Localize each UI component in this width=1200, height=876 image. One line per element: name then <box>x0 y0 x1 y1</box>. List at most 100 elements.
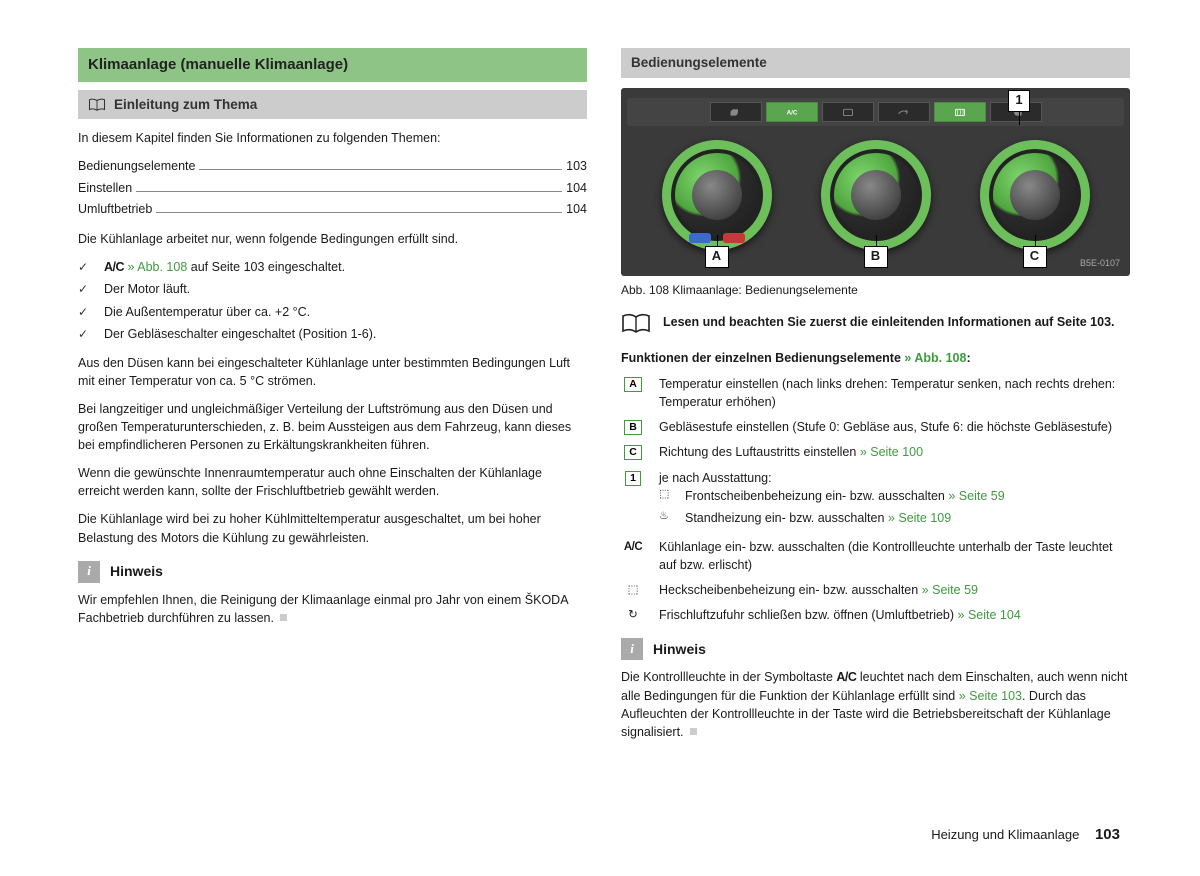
section-title: Klimaanlage (manuelle Klimaanlage) <box>78 48 587 82</box>
book-icon <box>88 98 106 112</box>
note-heading: i Hinweis <box>78 561 587 583</box>
airflow-dial <box>980 140 1090 250</box>
callout-label-top: 1 <box>1008 90 1030 112</box>
recirculate-icon: ↻ <box>621 606 645 624</box>
function-text: Kühlanlage ein- bzw. ausschalten (die Ko… <box>659 538 1130 574</box>
condition-text: A/C » Abb. 108 auf Seite 103 eingeschalt… <box>104 258 345 276</box>
defrost-front-icon <box>822 102 874 122</box>
toc-leader <box>136 191 562 192</box>
function-text: Heckscheibenbeheizung ein- bzw. ausschal… <box>659 581 978 599</box>
conditions-list: ✓ A/C » Abb. 108 auf Seite 103 eingeschal… <box>78 258 587 344</box>
end-marker-icon <box>690 728 697 735</box>
left-column: Klimaanlage (manuelle Klimaanlage) Einle… <box>78 48 587 751</box>
function-text: Frischluftzufuhr schließen bzw. öffnen (… <box>659 606 1021 624</box>
paragraph: Bei langzeitiger und ungleichmäßiger Ver… <box>78 400 587 454</box>
condition-text: Der Gebläseschalter eingeschaltet (Posit… <box>104 325 376 343</box>
intro-header-text: Einleitung zum Thema <box>114 95 257 115</box>
callouts-bottom: A B C <box>627 246 1124 268</box>
note-title: Hinweis <box>110 561 163 581</box>
toc-row: Bedienungselemente103 <box>78 157 587 175</box>
ref-link: » Seite 59 <box>945 489 1005 503</box>
svg-text:A/C: A/C <box>786 109 797 116</box>
check-icon: ✓ <box>78 258 92 276</box>
note-body: Die Kontrollleuchte in der Symboltaste A… <box>621 668 1130 741</box>
intro-header: Einleitung zum Thema <box>78 90 587 120</box>
toc-row: Einstellen104 <box>78 179 587 197</box>
condition-item: ✓ A/C » Abb. 108 auf Seite 103 eingeschal… <box>78 258 587 276</box>
ac-symbol: A/C <box>836 670 856 684</box>
symbol-c: C <box>621 443 645 461</box>
two-column-layout: Klimaanlage (manuelle Klimaanlage) Einle… <box>78 48 1130 751</box>
ref-link: » Seite 103 <box>959 689 1022 703</box>
symbol-a: A <box>621 375 645 393</box>
function-text: je nach Ausstattung: ⬚Frontscheibenbehei… <box>659 469 1005 531</box>
callout-label-a: A <box>705 246 729 268</box>
ac-symbol: A/C <box>104 260 124 274</box>
ac-button-icon: A/C <box>766 102 818 122</box>
symbol-1: 1 <box>621 469 645 487</box>
subsection-title: Bedienungselemente <box>621 48 1130 78</box>
callout-label-c: C <box>1023 246 1047 268</box>
function-row: C Richtung des Luftaustritts einstellen »… <box>621 443 1130 461</box>
fan-dial <box>821 140 931 250</box>
condition-text: Die Außentemperatur über ca. +2 °C. <box>104 303 310 321</box>
right-column: Bedienungselemente 1 A/C A <box>621 48 1130 751</box>
figure-caption: Abb. 108 Klimaanlage: Bedienungselemente <box>621 282 1130 299</box>
toc-label: Bedienungselemente <box>78 157 195 175</box>
ref-link: » Seite 104 <box>954 608 1021 622</box>
page-footer: Heizung und Klimaanlage 103 <box>931 824 1120 846</box>
read-first-note: Lesen und beachten Sie zuerst die einlei… <box>621 313 1130 335</box>
condition-item: ✓ Die Außentemperatur über ca. +2 °C. <box>78 303 587 321</box>
toc-page: 104 <box>566 200 587 218</box>
read-first-text: Lesen und beachten Sie zuerst die einlei… <box>663 313 1115 331</box>
note-title: Hinweis <box>653 639 706 659</box>
paragraph: Wenn die gewünschte Innenraumtemperatur … <box>78 464 587 500</box>
function-text: Temperatur einstellen (nach links drehen… <box>659 375 1130 411</box>
function-subitem: ♨Standheizung ein- bzw. ausschalten » Se… <box>659 509 1005 527</box>
manual-page: Klimaanlage (manuelle Klimaanlage) Einle… <box>0 0 1200 876</box>
dial-row <box>627 136 1124 250</box>
subsection-title-text: Bedienungselemente <box>631 53 767 73</box>
function-row: A Temperatur einstellen (nach links drehe… <box>621 375 1130 411</box>
check-icon: ✓ <box>78 325 92 343</box>
book-icon <box>621 313 651 335</box>
defrost-rear-icon: ⬚ <box>621 581 645 599</box>
climate-control-figure: 1 A/C A B C <box>621 88 1130 276</box>
ref-link: » Abb. 108 <box>124 260 187 274</box>
symbol-ac: A/C <box>621 538 645 556</box>
ref-link: » Seite 59 <box>918 583 978 597</box>
ref-link: » Seite 100 <box>856 445 923 459</box>
toc: Bedienungselemente103 Einstellen104 Umlu… <box>78 157 587 217</box>
paragraph: Die Kühlanlage wird bei zu hoher Kühlmit… <box>78 510 587 546</box>
toc-page: 104 <box>566 179 587 197</box>
info-icon: i <box>78 561 100 583</box>
end-marker-icon <box>280 614 287 621</box>
check-icon: ✓ <box>78 303 92 321</box>
temperature-dial <box>662 140 772 250</box>
function-row: A/C Kühlanlage ein- bzw. ausschalten (die… <box>621 538 1130 574</box>
function-subitem: ⬚Frontscheibenbeheizung ein- bzw. aussch… <box>659 487 1005 505</box>
figure-tag: B5E-0107 <box>1080 257 1120 270</box>
note-body: Wir empfehlen Ihnen, die Reinigung der K… <box>78 591 587 627</box>
condition-item: ✓ Der Gebläseschalter eingeschaltet (Posi… <box>78 325 587 343</box>
toc-leader <box>199 169 562 170</box>
seat-heat-left-icon <box>710 102 762 122</box>
condition-item: ✓Der Motor läuft. <box>78 280 587 298</box>
function-row: BGebläsestufe einstellen (Stufe 0: Geblä… <box>621 418 1130 436</box>
function-row: ⬚ Heckscheibenbeheizung ein- bzw. ausscha… <box>621 581 1130 599</box>
info-icon: i <box>621 638 643 660</box>
conditions-intro: Die Kühlanlage arbeitet nur, wenn folgen… <box>78 230 587 248</box>
aux-heat-icon: ♨ <box>659 509 675 527</box>
defrost-front-icon: ⬚ <box>659 487 675 505</box>
function-row: 1 je nach Ausstattung: ⬚Frontscheibenbeh… <box>621 469 1130 531</box>
toc-row: Umluftbetrieb 104 <box>78 200 587 218</box>
functions-heading: Funktionen der einzelnen Bedienungseleme… <box>621 349 1130 367</box>
function-row: ↻ Frischluftzufuhr schließen bzw. öffnen … <box>621 606 1130 624</box>
footer-section: Heizung und Klimaanlage <box>931 827 1079 842</box>
function-text: Richtung des Luftaustritts einstellen » … <box>659 443 923 461</box>
check-icon: ✓ <box>78 280 92 298</box>
defrost-rear-icon <box>934 102 986 122</box>
footer-page-number: 103 <box>1095 826 1120 843</box>
function-text: Gebläsestufe einstellen (Stufe 0: Gebläs… <box>659 418 1112 436</box>
toc-label: Umluftbetrieb <box>78 200 152 218</box>
